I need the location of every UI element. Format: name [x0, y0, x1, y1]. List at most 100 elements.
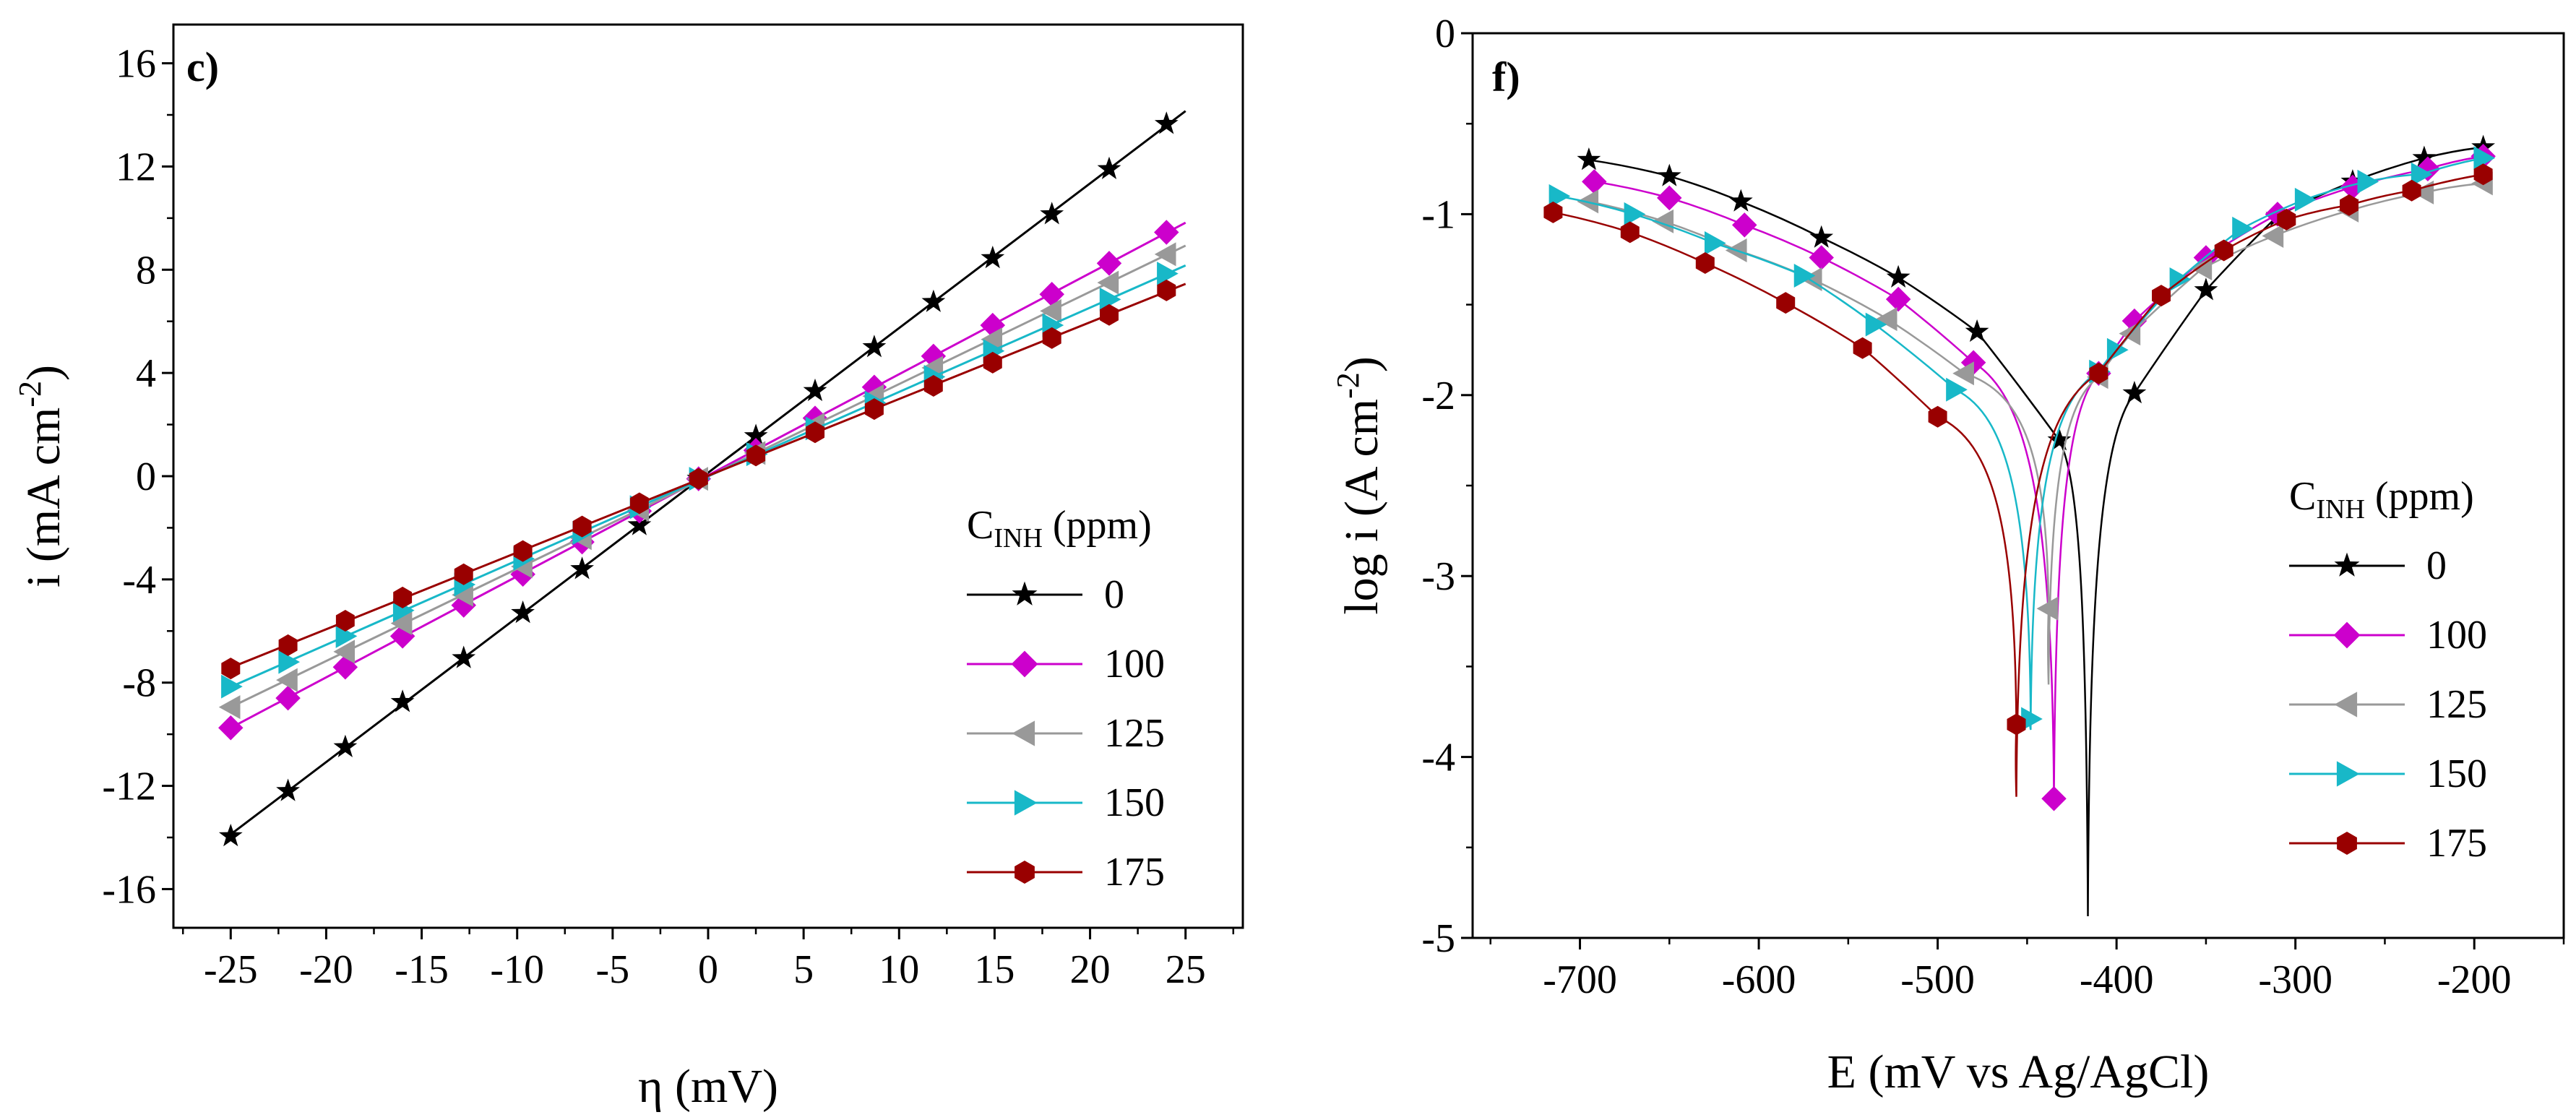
legend-label: 125	[2426, 682, 2487, 727]
data-point	[452, 645, 476, 668]
data-point	[1099, 287, 1121, 311]
series-150	[1548, 146, 2496, 731]
legend-label: 100	[1104, 642, 1165, 686]
data-point	[2214, 239, 2233, 262]
data-point	[689, 468, 708, 490]
data-point	[2402, 179, 2421, 202]
data-point	[1885, 286, 1911, 312]
data-point	[627, 512, 652, 535]
data-point	[335, 624, 358, 648]
legend-title: CINH (ppm)	[2289, 474, 2474, 525]
data-point	[1853, 337, 1872, 359]
y-axis-title-sup: -2	[1330, 372, 1366, 399]
legend-title-main: C	[967, 503, 994, 548]
legend-marker	[1014, 790, 1038, 816]
y-tick-label: -4	[1421, 736, 1455, 780]
data-point	[275, 685, 301, 711]
data-point	[921, 289, 946, 312]
data-point	[1793, 264, 1816, 288]
data-point	[2007, 713, 2026, 736]
y-tick-label: -2	[1421, 374, 1455, 418]
y-tick-label: -1	[1421, 192, 1455, 237]
series-line	[230, 283, 1186, 669]
y-tick-label: 0	[136, 455, 156, 499]
data-point	[2089, 362, 2108, 384]
data-point	[1096, 251, 1122, 276]
y-tick-label: 8	[136, 248, 156, 293]
data-point	[1097, 270, 1119, 295]
data-point	[1652, 209, 1674, 233]
x-tick-label: -20	[299, 947, 353, 992]
y-tick-label: 0	[1435, 12, 1455, 56]
data-point	[2041, 785, 2067, 811]
legend-title: CINH (ppm)	[967, 503, 1152, 553]
data-point	[1157, 262, 1179, 286]
data-point	[1097, 156, 1121, 179]
data-point	[2152, 285, 2171, 307]
legend-marker	[1012, 720, 1035, 746]
x-tick-label: -400	[2080, 957, 2154, 1002]
x-tick-label: -15	[395, 947, 449, 992]
data-point	[2473, 163, 2493, 186]
legend-marker	[1011, 650, 1038, 678]
data-point	[2357, 169, 2379, 194]
data-point	[572, 515, 592, 538]
y-axis-title: log i (A cm-2)	[1330, 356, 1388, 614]
data-point	[218, 695, 241, 720]
data-point	[1154, 242, 1176, 267]
data-point	[1157, 279, 1176, 301]
data-point	[1886, 264, 1911, 288]
y-axis-title-close: )	[1335, 356, 1388, 372]
data-point	[1946, 377, 1968, 402]
legend: CINH (ppm) 0 100 125 150 175	[2289, 474, 2487, 866]
series-line	[1588, 182, 2484, 685]
x-tick-label: 25	[1166, 947, 1206, 992]
data-point	[983, 351, 1002, 374]
data-point	[276, 668, 298, 692]
y-axis-title-main: log i (A cm	[1335, 399, 1388, 615]
data-point	[629, 492, 649, 514]
data-point	[746, 444, 766, 467]
legend-marker	[2333, 621, 2361, 649]
x-tick-label: -5	[596, 947, 630, 992]
data-point	[2473, 146, 2496, 171]
y-axis-title-close: )	[17, 365, 70, 381]
data-point	[452, 582, 473, 607]
data-point	[2412, 145, 2437, 168]
data-point	[1728, 189, 1753, 212]
legend: CINH (ppm) 0 100 125 150 175	[967, 503, 1165, 895]
x-tick-label: -300	[2258, 957, 2332, 1002]
x-tick-label: -10	[490, 947, 544, 992]
data-point	[221, 658, 241, 680]
data-point	[513, 540, 533, 562]
legend-title-sub: INH	[2316, 494, 2365, 525]
legend-marker	[2334, 552, 2360, 577]
data-point	[1875, 307, 1897, 332]
series-175	[1543, 163, 2493, 797]
panel-label: f)	[1492, 53, 1520, 100]
data-point	[1040, 202, 1064, 225]
y-tick-label: 12	[116, 145, 156, 189]
data-point	[2262, 223, 2284, 248]
y-tick-label: -4	[122, 558, 156, 603]
x-axis-title: η (mV)	[638, 1060, 778, 1113]
data-point	[806, 421, 824, 444]
data-point	[1154, 220, 1179, 245]
legend-marker	[1012, 581, 1038, 606]
x-axis-title: E (mV vs Ag/AgCl)	[1827, 1046, 2210, 1098]
data-point	[278, 634, 298, 656]
data-point	[2194, 277, 2218, 301]
data-point	[1809, 245, 1834, 270]
data-point	[333, 639, 356, 664]
chart-panel-f: -700 -600 -500 -400 -300 -200 -5 -4 -3 -2 -1 0 f) E (…	[1330, 12, 2565, 1098]
x-tick-label: 5	[793, 947, 814, 992]
data-point	[923, 375, 943, 397]
y-tick-label: -8	[122, 661, 156, 706]
data-point	[862, 335, 887, 358]
data-point	[1704, 231, 1726, 255]
data-point	[390, 689, 415, 712]
data-point	[2277, 208, 2296, 231]
data-point	[2021, 707, 2043, 731]
data-point	[2232, 216, 2254, 241]
data-point	[1039, 281, 1064, 307]
